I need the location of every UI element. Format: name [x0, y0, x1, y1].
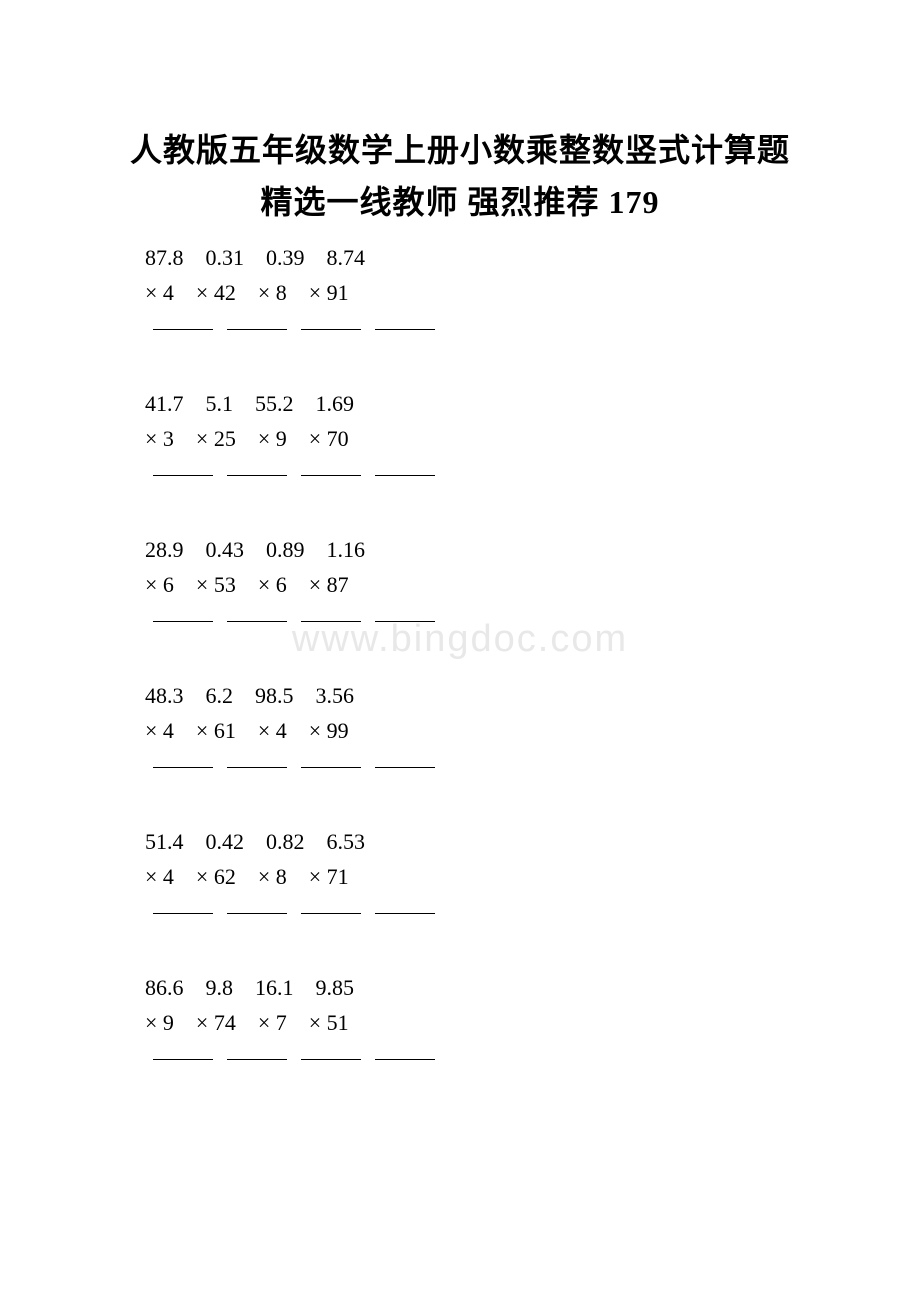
- multipliers-row: × 9 × 74 × 7 × 51: [145, 1006, 920, 1039]
- operands-row: 41.7 5.1 55.2 1.69: [145, 387, 920, 420]
- answer-lines: [145, 315, 920, 341]
- answer-lines: [145, 461, 920, 487]
- operands-row: 51.4 0.42 0.82 6.53: [145, 825, 920, 858]
- document-title-line1: 人教版五年级数学上册小数乘整数竖式计算题: [0, 125, 920, 171]
- operands-row: 86.6 9.8 16.1 9.85: [145, 971, 920, 1004]
- operands-row: 87.8 0.31 0.39 8.74: [145, 241, 920, 274]
- document-title-line2: 精选一线教师 强烈推荐 179: [0, 177, 920, 223]
- answer-lines: [145, 753, 920, 779]
- multipliers-row: × 6 × 53 × 6 × 87: [145, 568, 920, 601]
- problems-container: 87.8 0.31 0.39 8.74 × 4 × 42 × 8 × 91 41…: [0, 241, 920, 1071]
- problem-group: 86.6 9.8 16.1 9.85 × 9 × 74 × 7 × 51: [145, 971, 920, 1071]
- operands-row: 28.9 0.43 0.89 1.16: [145, 533, 920, 566]
- multipliers-row: × 4 × 42 × 8 × 91: [145, 276, 920, 309]
- problem-group: 51.4 0.42 0.82 6.53 × 4 × 62 × 8 × 71: [145, 825, 920, 925]
- multipliers-row: × 4 × 61 × 4 × 99: [145, 714, 920, 747]
- problem-group: 41.7 5.1 55.2 1.69 × 3 × 25 × 9 × 70: [145, 387, 920, 487]
- multipliers-row: × 4 × 62 × 8 × 71: [145, 860, 920, 893]
- answer-lines: [145, 1045, 920, 1071]
- answer-lines: [145, 899, 920, 925]
- problem-group: 48.3 6.2 98.5 3.56 × 4 × 61 × 4 × 99: [145, 679, 920, 779]
- problem-group: 87.8 0.31 0.39 8.74 × 4 × 42 × 8 × 91: [145, 241, 920, 341]
- multipliers-row: × 3 × 25 × 9 × 70: [145, 422, 920, 455]
- problem-group: 28.9 0.43 0.89 1.16 × 6 × 53 × 6 × 87: [145, 533, 920, 633]
- operands-row: 48.3 6.2 98.5 3.56: [145, 679, 920, 712]
- answer-lines: [145, 607, 920, 633]
